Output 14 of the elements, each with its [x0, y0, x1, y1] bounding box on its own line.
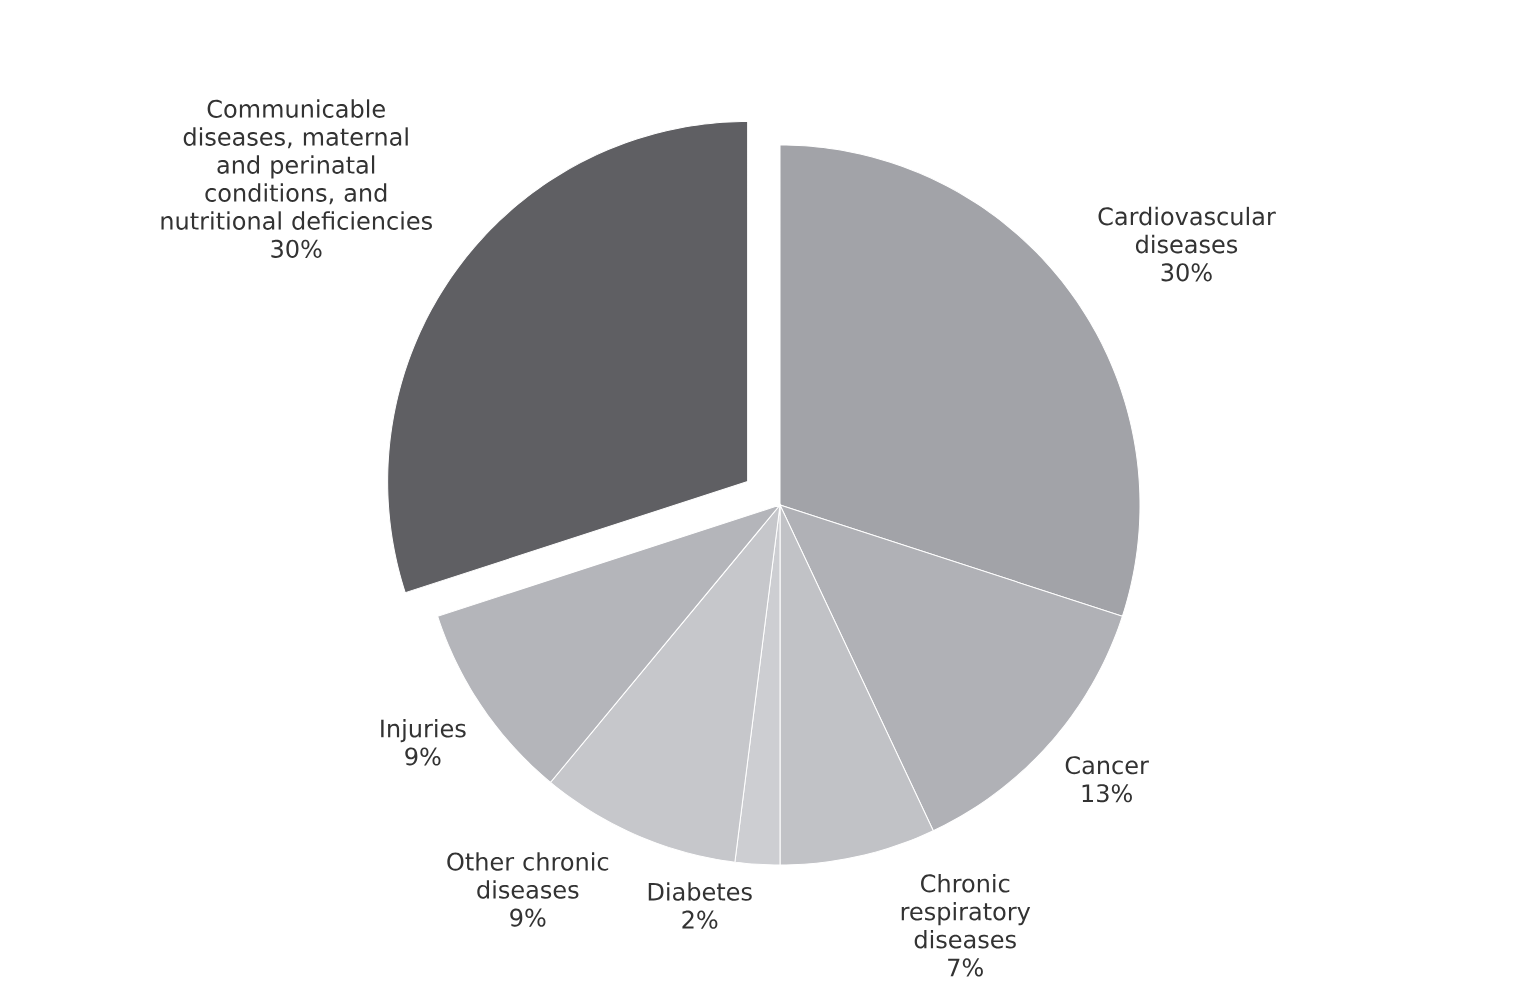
data-label: 7%: [948, 958, 983, 977]
slice-label: Chronic respiratory diseases: [901, 873, 1031, 949]
slice-label: Communicable diseases, maternal and perinatal conditions, and nutritional deficiencies: [161, 99, 432, 230]
slice-label: Other chronic diseases: [447, 852, 609, 899]
data-label: 9%: [405, 747, 441, 766]
slice-label: Cancer: [1065, 756, 1149, 775]
data-label: 9%: [510, 908, 546, 927]
slice-label: Cardiovascular diseases: [1098, 206, 1276, 254]
data-label: 2%: [682, 910, 718, 929]
data-label: 30%: [271, 239, 322, 258]
data-label: 30%: [1161, 263, 1212, 282]
data-label: 13%: [1082, 784, 1132, 803]
slice-label: Injuries: [381, 718, 466, 743]
slice-label: Diabetes: [648, 882, 752, 901]
